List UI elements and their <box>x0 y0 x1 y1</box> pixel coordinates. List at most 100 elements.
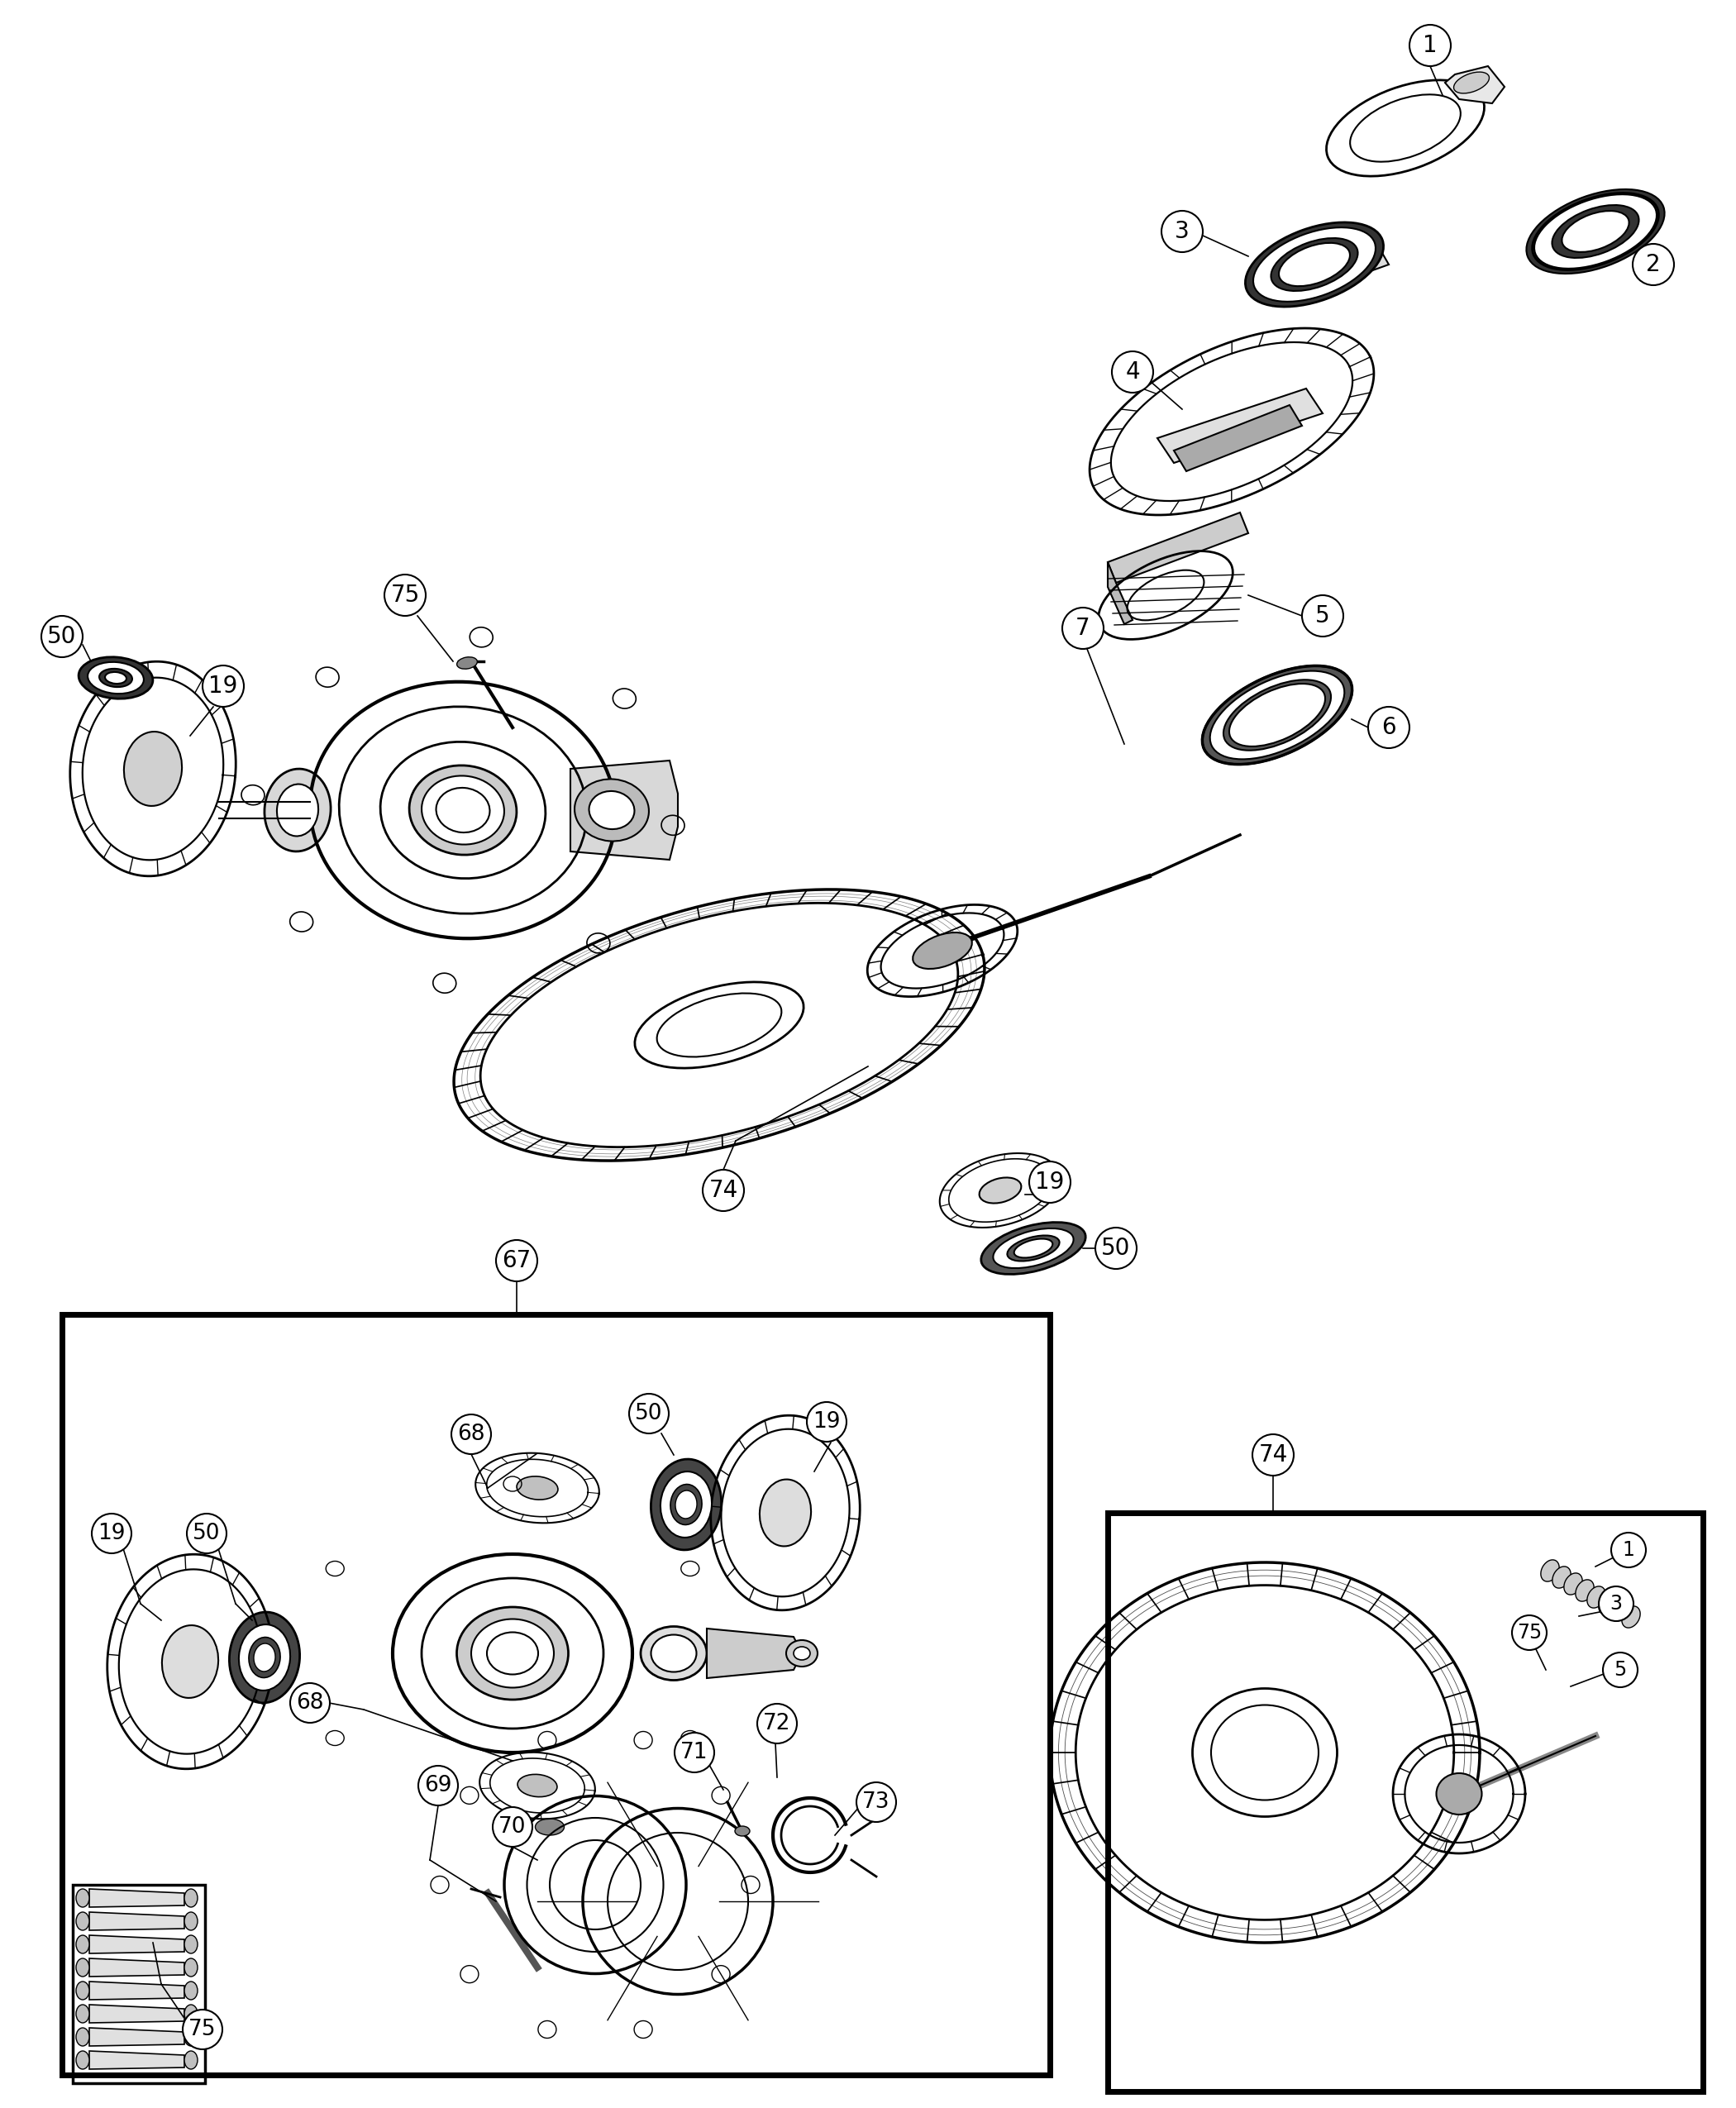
Polygon shape <box>89 2028 184 2047</box>
Text: 50: 50 <box>193 1522 220 1545</box>
Circle shape <box>496 1240 538 1282</box>
Ellipse shape <box>76 2005 89 2024</box>
Text: 75: 75 <box>189 2019 217 2041</box>
Circle shape <box>384 575 425 616</box>
Text: 1: 1 <box>1623 1541 1635 1560</box>
Ellipse shape <box>76 1935 89 1954</box>
Ellipse shape <box>253 1644 276 1672</box>
Bar <box>62 1315 1050 2074</box>
Circle shape <box>1602 1653 1637 1686</box>
Ellipse shape <box>1562 211 1628 253</box>
Text: 71: 71 <box>681 1741 708 1762</box>
Ellipse shape <box>675 1490 696 1518</box>
Ellipse shape <box>229 1613 300 1703</box>
Circle shape <box>1252 1433 1293 1476</box>
Circle shape <box>418 1767 458 1804</box>
Bar <box>1108 1514 1703 2091</box>
Text: 70: 70 <box>498 1817 526 1838</box>
Circle shape <box>1302 594 1344 637</box>
Ellipse shape <box>76 1912 89 1931</box>
Ellipse shape <box>248 1638 279 1678</box>
Ellipse shape <box>99 668 132 687</box>
Circle shape <box>1599 1587 1634 1621</box>
Circle shape <box>757 1703 797 1743</box>
Text: 5: 5 <box>1316 605 1330 628</box>
Ellipse shape <box>1552 204 1639 257</box>
Circle shape <box>675 1733 713 1773</box>
Circle shape <box>1062 607 1104 649</box>
Polygon shape <box>1444 65 1505 103</box>
Ellipse shape <box>651 1634 696 1672</box>
Text: 1: 1 <box>1424 34 1437 57</box>
Polygon shape <box>89 1958 184 1977</box>
Ellipse shape <box>184 2028 198 2047</box>
Ellipse shape <box>1453 72 1489 93</box>
Ellipse shape <box>104 672 127 683</box>
Text: 68: 68 <box>457 1423 484 1444</box>
Ellipse shape <box>1279 242 1351 287</box>
Ellipse shape <box>76 2028 89 2047</box>
Ellipse shape <box>422 776 503 845</box>
Text: 19: 19 <box>812 1410 840 1433</box>
Text: 50: 50 <box>635 1402 663 1425</box>
Polygon shape <box>1108 563 1132 624</box>
Ellipse shape <box>1564 1573 1581 1596</box>
Ellipse shape <box>1224 679 1332 750</box>
Text: 19: 19 <box>208 675 238 698</box>
Circle shape <box>1111 352 1153 392</box>
Text: 7: 7 <box>1076 618 1090 641</box>
Polygon shape <box>89 1912 184 1931</box>
Text: 69: 69 <box>424 1775 451 1796</box>
Text: 72: 72 <box>764 1714 792 1735</box>
Ellipse shape <box>1007 1235 1059 1261</box>
Circle shape <box>703 1170 745 1212</box>
Bar <box>73 1885 205 2083</box>
Text: 19: 19 <box>1035 1170 1064 1193</box>
Ellipse shape <box>1587 1587 1606 1608</box>
Ellipse shape <box>1526 190 1665 274</box>
Text: 4: 4 <box>1125 360 1141 384</box>
Ellipse shape <box>1621 1606 1641 1627</box>
Ellipse shape <box>1245 221 1384 308</box>
Ellipse shape <box>1542 1560 1559 1581</box>
Circle shape <box>203 666 243 706</box>
Ellipse shape <box>589 790 634 828</box>
Ellipse shape <box>1203 666 1352 765</box>
Ellipse shape <box>161 1625 219 1697</box>
Ellipse shape <box>76 1982 89 2000</box>
Ellipse shape <box>1229 683 1325 746</box>
Text: 50: 50 <box>47 624 76 647</box>
Polygon shape <box>1174 405 1302 472</box>
Polygon shape <box>89 1982 184 2000</box>
Polygon shape <box>1158 388 1323 464</box>
Ellipse shape <box>184 1912 198 1931</box>
Ellipse shape <box>734 1826 750 1836</box>
Ellipse shape <box>651 1459 722 1549</box>
Ellipse shape <box>981 1223 1085 1273</box>
Circle shape <box>1611 1533 1646 1568</box>
Ellipse shape <box>184 1889 198 1908</box>
Ellipse shape <box>78 658 153 698</box>
Ellipse shape <box>457 1606 568 1699</box>
Text: 68: 68 <box>297 1693 325 1714</box>
Ellipse shape <box>410 765 517 856</box>
Ellipse shape <box>1271 238 1358 291</box>
Ellipse shape <box>89 662 144 694</box>
Ellipse shape <box>660 1471 712 1537</box>
Ellipse shape <box>184 1982 198 2000</box>
Circle shape <box>856 1781 896 1821</box>
Text: 74: 74 <box>708 1178 738 1202</box>
Text: 74: 74 <box>1259 1444 1288 1467</box>
Circle shape <box>1368 706 1410 748</box>
Polygon shape <box>89 1889 184 1908</box>
Ellipse shape <box>264 769 332 852</box>
Polygon shape <box>1257 236 1389 306</box>
Circle shape <box>290 1682 330 1722</box>
Ellipse shape <box>1576 1579 1594 1602</box>
Ellipse shape <box>457 658 477 668</box>
Ellipse shape <box>1210 670 1344 759</box>
Ellipse shape <box>1253 228 1375 301</box>
Circle shape <box>628 1393 668 1433</box>
Ellipse shape <box>76 1958 89 1977</box>
Ellipse shape <box>517 1476 557 1499</box>
